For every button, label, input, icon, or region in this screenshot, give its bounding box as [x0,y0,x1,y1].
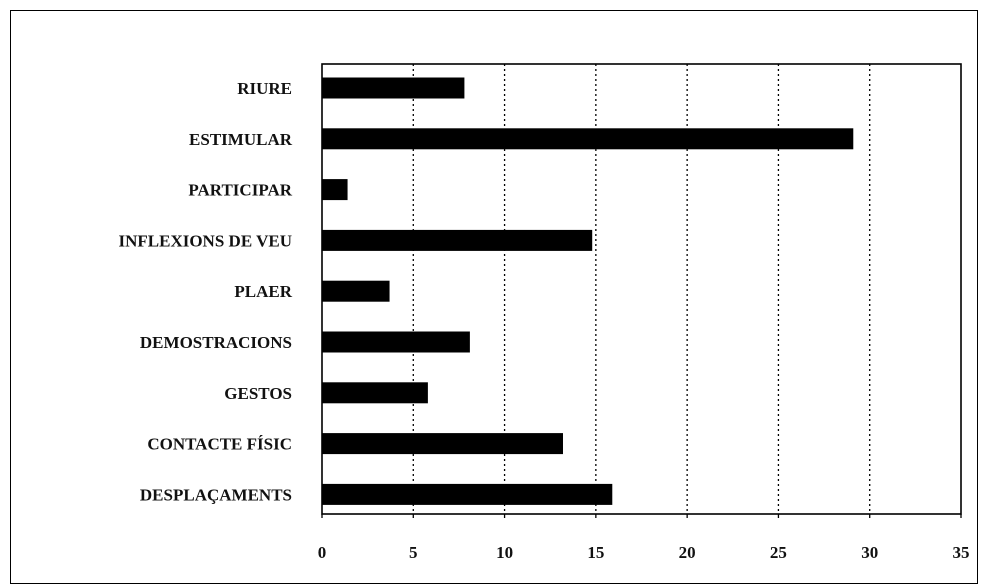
category-label: DEMOSTRACIONS [140,333,292,352]
x-tick-labels: 0 5 10 15 20 25 30 35 [318,543,970,562]
x-tick-label: 0 [318,543,327,562]
category-labels: RIURE ESTIMULAR PARTICIPAR INFLEXIONS DE VE… [118,79,292,504]
bar-1 [322,128,854,150]
category-label: CONTACTE FÍSIC [147,435,292,454]
category-label: PLAER [234,282,292,301]
x-tick-label: 10 [496,543,513,562]
bar-2 [322,179,348,201]
category-label: DESPLAÇAMENTS [140,485,292,504]
x-tick-label: 20 [679,543,696,562]
x-tick-label: 35 [953,543,970,562]
chart-frame [10,10,978,584]
category-label: ESTIMULAR [189,130,293,149]
bar-7 [322,433,563,455]
bar-5 [322,331,470,353]
category-label: INFLEXIONS DE VEU [118,231,292,250]
bars [322,77,854,505]
bar-3 [322,229,593,251]
category-label: GESTOS [224,384,292,403]
category-label: RIURE [237,79,292,98]
x-tick-label: 30 [861,543,878,562]
category-label: PARTICIPAR [188,181,292,200]
x-tick-label: 5 [409,543,418,562]
x-tick-label: 15 [587,543,604,562]
bar-8 [322,483,613,505]
bar-0 [322,77,465,99]
bar-6 [322,382,428,404]
x-tick-label: 25 [770,543,787,562]
bar-4 [322,280,390,302]
